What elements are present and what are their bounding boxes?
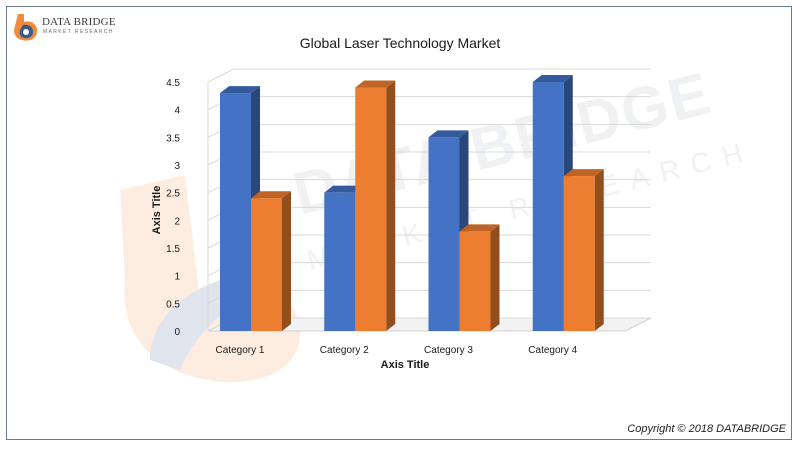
bar <box>459 231 491 331</box>
x-tick-label: Category 3 <box>424 345 473 356</box>
x-tick-label: Category 2 <box>320 345 369 356</box>
x-axis-title: Axis Title <box>381 359 430 371</box>
bar <box>563 176 595 331</box>
bar-side <box>594 169 604 331</box>
y-axis-ticks: 0 0.5 1 1.5 2 2.5 3 3.5 4 4.5 <box>166 78 180 338</box>
bar-top <box>428 130 469 138</box>
chart-frame <box>6 6 792 440</box>
brand-logo-mark-icon <box>14 14 38 41</box>
y-tick-label: 2.5 <box>166 189 180 200</box>
bar-top <box>324 185 365 193</box>
y-tick-label: 3.5 <box>166 133 180 144</box>
x-tick-label: Category 1 <box>216 345 265 356</box>
bar-top <box>355 80 396 88</box>
bar-top <box>220 86 260 94</box>
bar <box>428 137 460 331</box>
y-tick-label: 2 <box>174 216 180 227</box>
y-axis-title: Axis Title <box>151 186 163 235</box>
bar-side <box>490 224 500 331</box>
y-tick-label: 3 <box>174 161 180 172</box>
brand-tagline: MARKET RESEARCH <box>43 29 114 35</box>
bar-4-2 <box>563 169 604 331</box>
bar <box>251 198 282 331</box>
brand-logo: DATA BRIDGE MARKET RESEARCH <box>10 12 120 46</box>
bar <box>355 87 387 332</box>
bar <box>220 93 251 331</box>
x-axis-ticks: Category 1 Category 2 Category 3 Category 4 <box>216 345 578 356</box>
bar-side <box>386 80 396 332</box>
y-tick-label: 0.5 <box>166 299 180 310</box>
watermark-logo-swoosh-icon <box>150 274 290 370</box>
bar-top <box>251 191 291 199</box>
y-tick-label: 1 <box>174 272 180 283</box>
bar-side <box>282 191 291 331</box>
bar-3-2 <box>459 224 500 331</box>
chart-bars <box>220 75 604 332</box>
bar-1-2 <box>251 191 291 331</box>
y-tick-label: 4.5 <box>166 78 180 89</box>
bar-2-2 <box>355 80 396 332</box>
chart-title: Global Laser Technology Market <box>300 35 501 51</box>
bar <box>324 192 356 331</box>
brand-name: DATA BRIDGE <box>42 16 116 28</box>
bar-top <box>563 169 604 177</box>
y-tick-label: 1.5 <box>166 244 180 255</box>
bar <box>532 82 564 331</box>
gridline-diagonal <box>207 68 235 83</box>
bar-top <box>459 224 500 232</box>
y-tick-label: 4 <box>174 106 180 117</box>
copyright-text: Copyright © 2018 DATABRIDGE <box>627 423 786 435</box>
y-tick-label: 0 <box>174 327 180 338</box>
x-tick-label: Category 4 <box>528 345 577 356</box>
bar-top <box>532 75 573 82</box>
